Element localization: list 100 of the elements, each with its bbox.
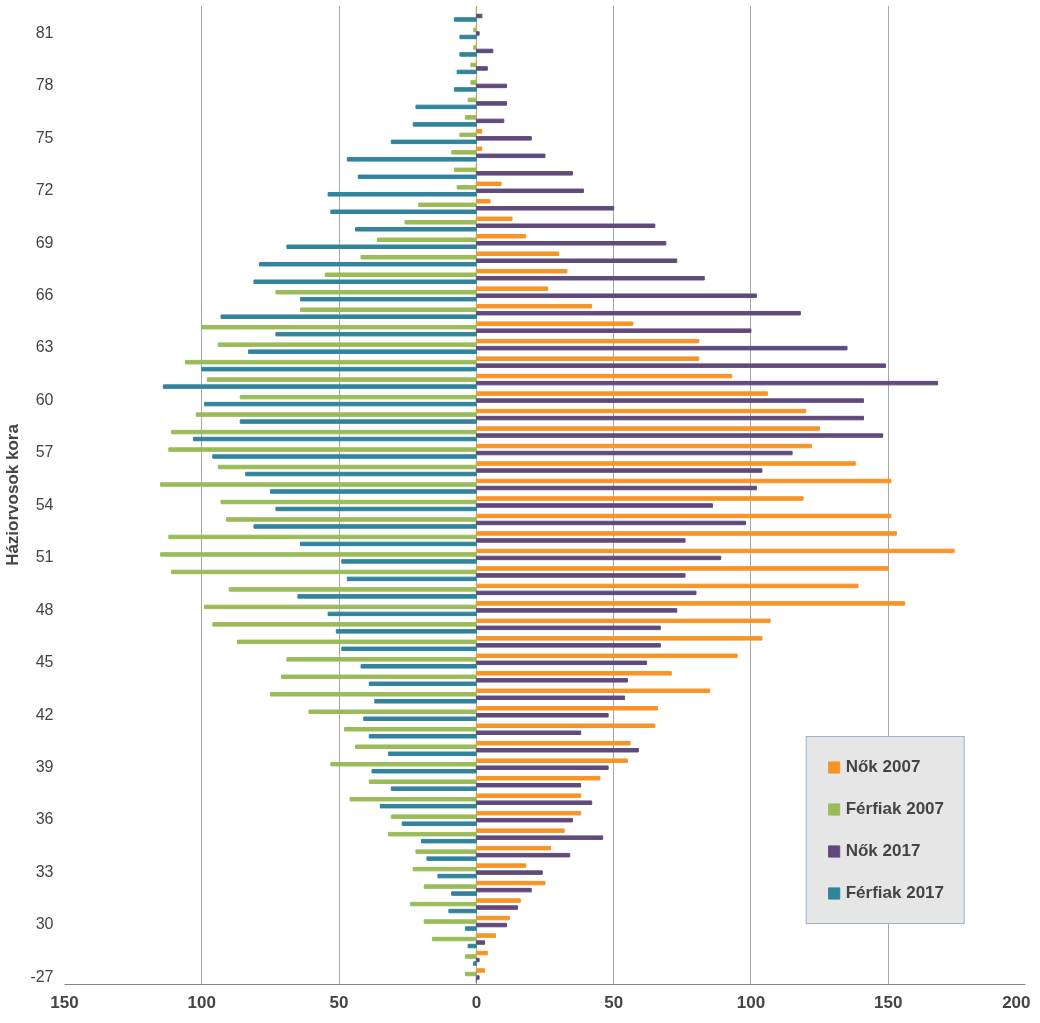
bar	[228, 587, 477, 592]
bar	[475, 303, 593, 309]
bar	[341, 559, 477, 564]
bar	[475, 118, 505, 124]
bar	[475, 426, 821, 431]
bar	[363, 716, 477, 722]
bar	[368, 734, 477, 739]
bar	[475, 653, 738, 659]
bar	[475, 870, 543, 875]
bar	[475, 775, 601, 781]
bar	[467, 97, 477, 103]
bar	[475, 461, 856, 466]
bar	[437, 873, 477, 879]
bar	[160, 482, 477, 487]
bar	[475, 566, 889, 571]
bar	[475, 782, 582, 788]
y-tick-label: 81	[35, 23, 54, 41]
bar	[475, 741, 631, 746]
bar	[475, 730, 582, 736]
x-tick-label: 50	[604, 992, 624, 1012]
bar	[475, 310, 801, 316]
bar	[204, 604, 477, 610]
bar	[341, 646, 477, 652]
bar	[412, 866, 477, 872]
bar	[475, 251, 560, 256]
bar	[297, 594, 477, 599]
bar	[475, 747, 639, 753]
bar	[475, 433, 884, 438]
bar	[475, 845, 551, 851]
bar	[335, 629, 477, 634]
y-tick-label: 78	[35, 76, 54, 94]
bar	[275, 331, 477, 337]
bar	[475, 223, 656, 229]
y-tick-label: 42	[35, 705, 54, 723]
bar	[349, 796, 477, 802]
bar	[475, 338, 700, 344]
bar	[475, 852, 571, 858]
bar	[357, 174, 477, 180]
bar	[236, 639, 477, 645]
bar	[280, 674, 477, 680]
x-tick-label: 100	[736, 992, 766, 1012]
bar	[201, 366, 477, 372]
bar	[475, 129, 483, 134]
bar	[475, 66, 488, 71]
bar	[464, 954, 477, 959]
bar	[467, 943, 477, 949]
bar	[475, 206, 615, 211]
bar	[453, 167, 477, 173]
bar	[475, 723, 656, 729]
bar	[475, 380, 939, 386]
bar	[377, 237, 477, 243]
bar	[475, 275, 705, 281]
bar	[475, 531, 897, 536]
bar	[464, 115, 477, 120]
x-tick-label: 0	[471, 992, 482, 1012]
bar	[475, 957, 480, 963]
y-tick-label: 30	[35, 915, 54, 933]
bar	[475, 810, 582, 816]
bar	[201, 324, 477, 330]
bar	[475, 713, 609, 718]
y-tick-label: 51	[35, 548, 54, 566]
y-tick-label: 39	[35, 757, 54, 775]
bar	[374, 699, 477, 704]
bar	[475, 671, 672, 676]
bar	[275, 289, 477, 295]
legend-label: Férfiak 2017	[845, 883, 944, 903]
bar	[475, 636, 763, 641]
bar	[423, 919, 477, 924]
bar	[160, 552, 477, 557]
bar	[355, 744, 477, 749]
bar	[475, 188, 584, 194]
bar	[330, 761, 477, 767]
bar	[269, 692, 477, 697]
bar	[475, 625, 661, 631]
bar	[475, 345, 848, 351]
bar	[258, 261, 477, 267]
bar	[473, 27, 477, 33]
x-tick-label: 50	[329, 992, 349, 1012]
bar	[470, 80, 477, 85]
bar	[475, 146, 483, 152]
bar	[212, 454, 477, 459]
bar	[475, 538, 686, 543]
y-axis-title: Háziorvosok kora	[3, 423, 23, 566]
bar	[451, 891, 477, 896]
bar	[195, 412, 477, 417]
bar	[387, 751, 477, 756]
bar	[475, 503, 713, 508]
bar	[475, 171, 573, 176]
legend-label: Nők 2017	[845, 841, 921, 861]
bar	[420, 838, 477, 844]
bar	[475, 800, 593, 805]
bar	[475, 363, 886, 368]
bar	[464, 926, 477, 931]
bar	[475, 863, 527, 868]
bar	[327, 192, 477, 197]
bar	[390, 139, 477, 145]
bar	[324, 272, 477, 277]
bar	[475, 933, 497, 938]
bar	[475, 234, 527, 239]
bar	[475, 258, 678, 263]
